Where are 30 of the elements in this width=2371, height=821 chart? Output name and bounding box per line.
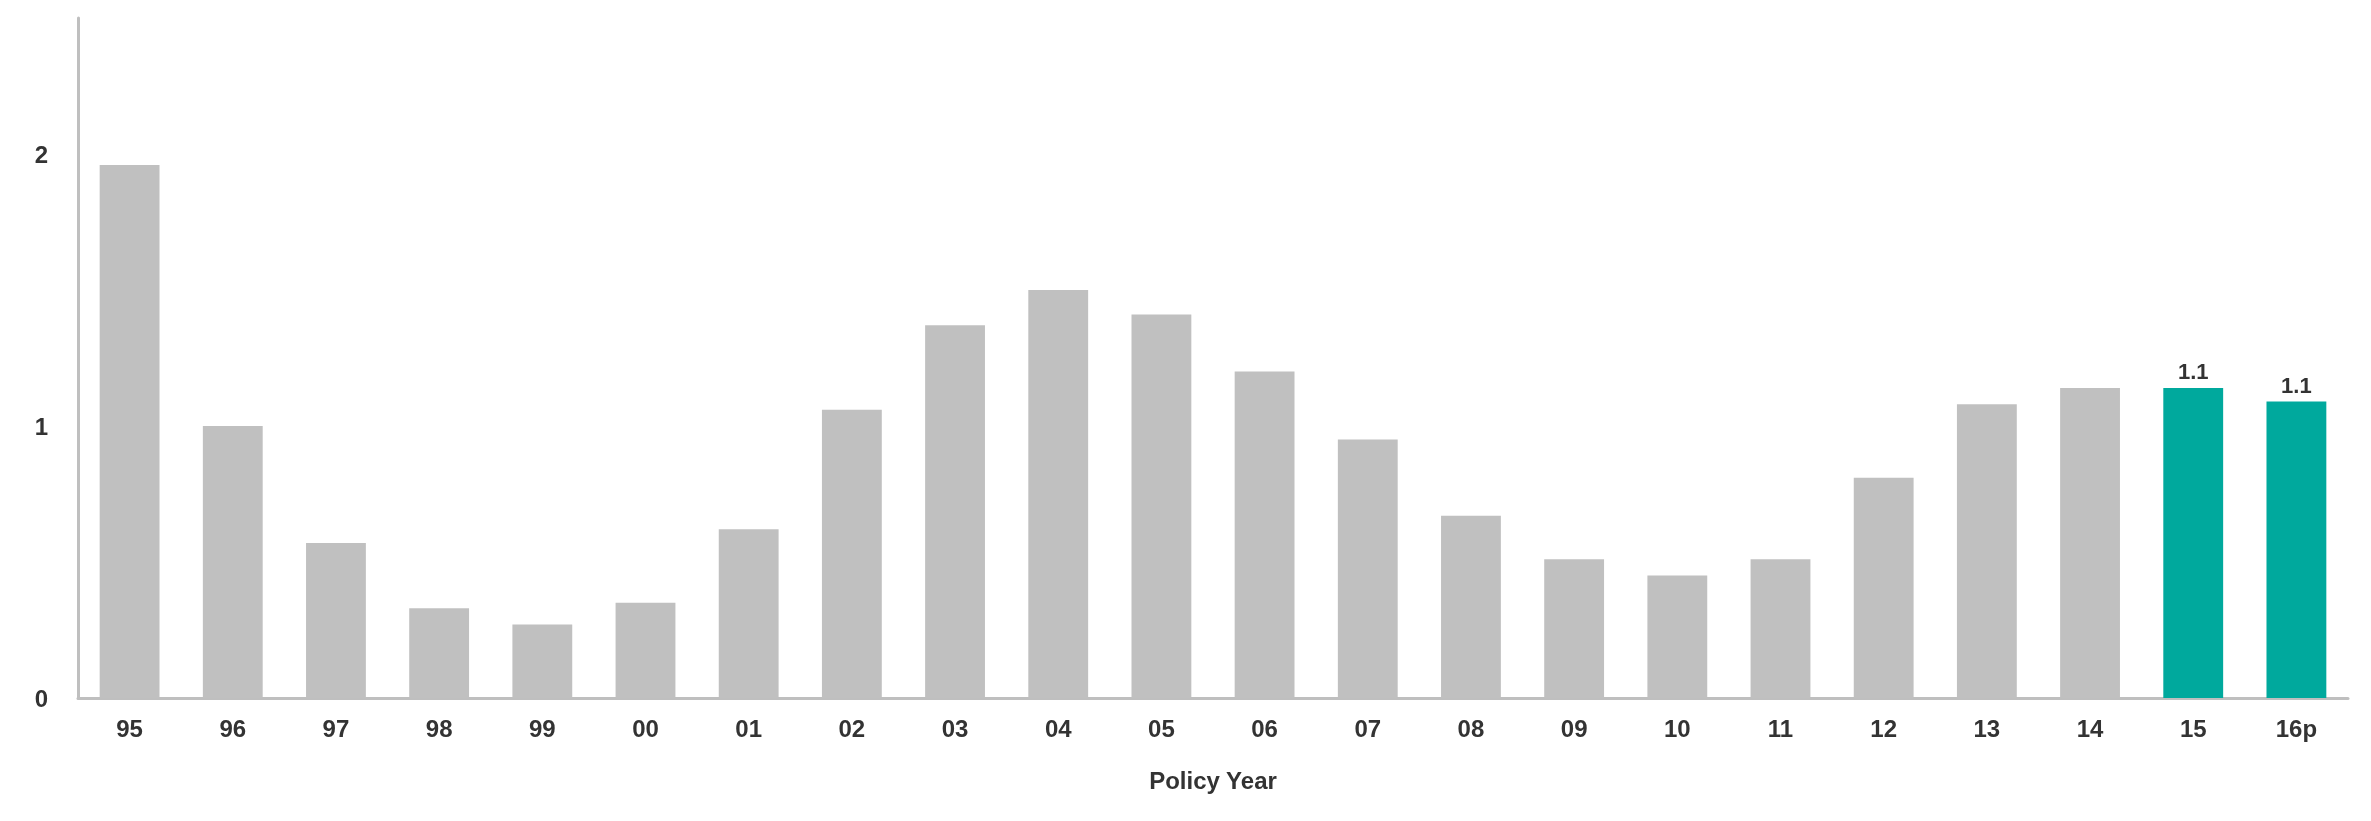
data-label: 1.1 xyxy=(2281,373,2312,399)
y-tick-label: 0 xyxy=(34,684,48,712)
x-tick-label: 09 xyxy=(1560,714,1588,742)
x-tick-label: 97 xyxy=(322,714,350,742)
x-tick-label: 99 xyxy=(528,714,556,742)
x-tick-label: 98 xyxy=(425,714,453,742)
x-tick-label: 01 xyxy=(735,714,763,742)
x-tick-label: 16p xyxy=(2275,714,2318,742)
x-tick-label: 08 xyxy=(1457,714,1485,742)
x-tick-label: 05 xyxy=(1148,714,1175,742)
y-tick-label: 2 xyxy=(34,140,48,168)
x-tick-label: 15 xyxy=(2179,714,2207,742)
x-tick-label: 04 xyxy=(1044,714,1073,742)
x-tick-label: 02 xyxy=(838,714,866,742)
x-axis-title: Policy Year xyxy=(1149,766,1277,794)
x-tick-label: 96 xyxy=(219,714,247,742)
x-tick-label: 07 xyxy=(1354,714,1382,742)
data-label: 1.1 xyxy=(2177,359,2209,385)
x-tick-label: 13 xyxy=(1973,714,2001,742)
x-tick-label: 06 xyxy=(1251,714,1278,742)
bar xyxy=(2266,401,2327,698)
x-tick-label: 10 xyxy=(1663,714,1691,742)
x-tick-label: 14 xyxy=(2076,714,2105,742)
y-tick-label: 1 xyxy=(34,412,48,440)
x-tick-label: 00 xyxy=(632,714,659,742)
bar xyxy=(2163,387,2224,698)
x-tick-label: 95 xyxy=(116,714,143,742)
x-tick-label: 03 xyxy=(941,714,969,742)
x-tick-label: 11 xyxy=(1767,714,1794,742)
x-tick-label: 12 xyxy=(1870,714,1898,742)
